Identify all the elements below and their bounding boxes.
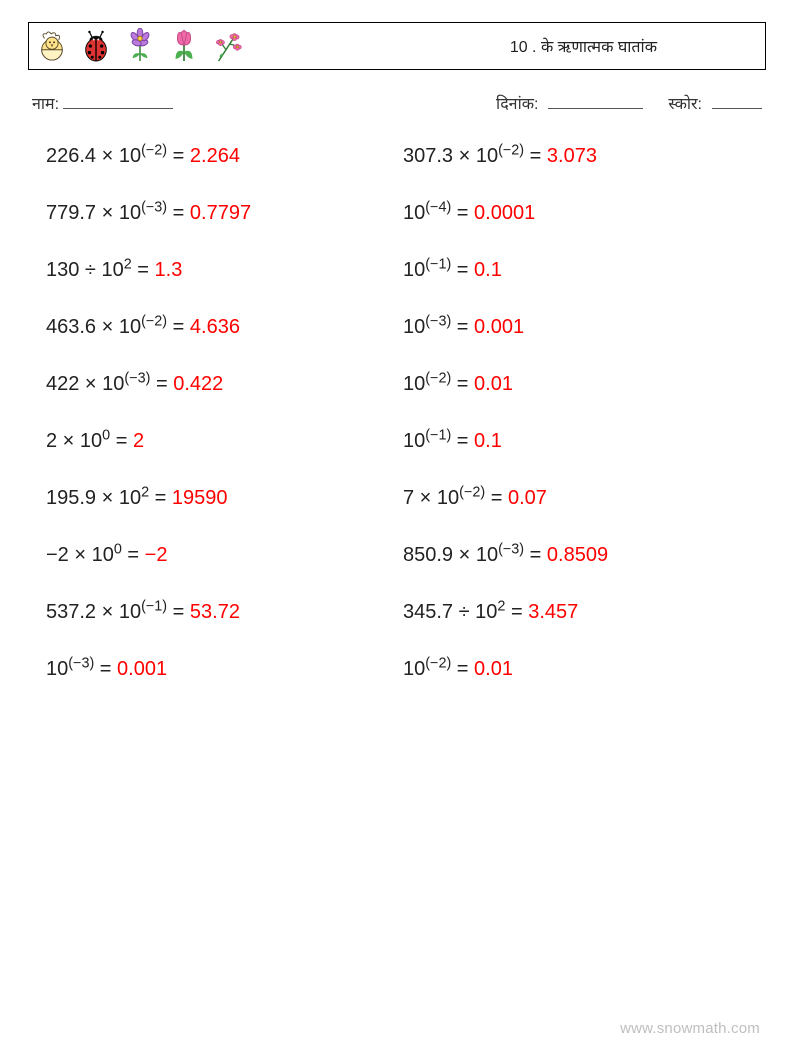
problem-expression: 10(−1) = (403, 430, 474, 452)
problem-answer: 1.3 (155, 259, 183, 281)
problem: 537.2 × 10(−1) = 53.72 (46, 600, 397, 624)
problem-expression: 345.7 ÷ 102 = (403, 601, 528, 623)
flowers-pink-icon (213, 28, 243, 64)
problems-grid: 226.4 × 10(−2) = 2.264307.3 × 10(−2) = 3… (28, 144, 766, 681)
problem-expression: 850.9 × 10(−3) = (403, 544, 547, 566)
problem-expression: 779.7 × 10(−3) = (46, 202, 190, 224)
problem: 850.9 × 10(−3) = 0.8509 (403, 543, 754, 567)
problem: 195.9 × 102 = 19590 (46, 486, 397, 510)
name-label: नाम: (32, 92, 59, 114)
problem-expression: 226.4 × 10(−2) = (46, 145, 190, 167)
problem: 10(−4) = 0.0001 (403, 201, 754, 225)
problem-expression: 195.9 × 102 = (46, 487, 172, 509)
date-blank[interactable] (548, 92, 643, 109)
meta-right: दिनांक: स्कोर: (496, 92, 762, 114)
problem-expression: −2 × 100 = (46, 544, 145, 566)
problem-answer: 0.01 (474, 373, 513, 395)
worksheet-page: 10 . के ऋणात्मक घातांक नाम: दिनांक: स्को… (0, 0, 794, 1053)
tulip-icon (169, 28, 199, 64)
footer-link[interactable]: www.snowmath.com (620, 1020, 760, 1037)
problem-answer: 3.073 (547, 145, 597, 167)
problem: 10(−3) = 0.001 (403, 315, 754, 339)
problem-answer: 2.264 (190, 145, 240, 167)
score-label: स्कोर: (668, 92, 702, 114)
problem-answer: 0.07 (508, 487, 547, 509)
problem-expression: 422 × 10(−3) = (46, 373, 173, 395)
problem-answer: 0.001 (474, 316, 524, 338)
problem-answer: 0.001 (117, 658, 167, 680)
problem-answer: 0.01 (474, 658, 513, 680)
problem: 130 ÷ 102 = 1.3 (46, 258, 397, 282)
problem: 226.4 × 10(−2) = 2.264 (46, 144, 397, 168)
problem-expression: 307.3 × 10(−2) = (403, 145, 547, 167)
problem-expression: 10(−1) = (403, 259, 474, 281)
problem-answer: 4.636 (190, 316, 240, 338)
problem-answer: 0.422 (173, 373, 223, 395)
problem-answer: 2 (133, 430, 144, 452)
problem-answer: 0.1 (474, 259, 502, 281)
problem-expression: 10(−3) = (403, 316, 474, 338)
chick-icon (37, 28, 67, 64)
problem: 10(−1) = 0.1 (403, 429, 754, 453)
problem-answer: 0.1 (474, 430, 502, 452)
problem-answer: 0.7797 (190, 202, 251, 224)
problem: 2 × 100 = 2 (46, 429, 397, 453)
problem: 307.3 × 10(−2) = 3.073 (403, 144, 754, 168)
problem: 779.7 × 10(−3) = 0.7797 (46, 201, 397, 225)
problem-expression: 2 × 100 = (46, 430, 133, 452)
score-blank[interactable] (712, 92, 762, 109)
date-label: दिनांक: (496, 92, 538, 114)
problem: 10(−1) = 0.1 (403, 258, 754, 282)
flower-purple-icon (125, 28, 155, 64)
problem-answer: 0.8509 (547, 544, 608, 566)
problem-answer: 0.0001 (474, 202, 535, 224)
meta-name: नाम: (32, 92, 173, 114)
problem-expression: 130 ÷ 102 = (46, 259, 155, 281)
problem: 10(−3) = 0.001 (46, 657, 397, 681)
problem-answer: −2 (145, 544, 168, 566)
problem-answer: 19590 (172, 487, 228, 509)
problem: 422 × 10(−3) = 0.422 (46, 372, 397, 396)
problem-expression: 10(−2) = (403, 373, 474, 395)
problem-expression: 463.6 × 10(−2) = (46, 316, 190, 338)
problem-expression: 10(−2) = (403, 658, 474, 680)
problem-expression: 10(−4) = (403, 202, 474, 224)
problem: −2 × 100 = −2 (46, 543, 397, 567)
header-icons (37, 23, 243, 69)
problem: 463.6 × 10(−2) = 4.636 (46, 315, 397, 339)
worksheet-title: 10 . के ऋणात्मक घातांक (510, 35, 657, 57)
problem: 345.7 ÷ 102 = 3.457 (403, 600, 754, 624)
problem: 7 × 10(−2) = 0.07 (403, 486, 754, 510)
problem-expression: 537.2 × 10(−1) = (46, 601, 190, 623)
problem: 10(−2) = 0.01 (403, 657, 754, 681)
problem-answer: 53.72 (190, 601, 240, 623)
problem-expression: 7 × 10(−2) = (403, 487, 508, 509)
name-blank[interactable] (63, 92, 173, 109)
header-box: 10 . के ऋणात्मक घातांक (28, 22, 766, 70)
ladybug-icon (81, 28, 111, 64)
problem-expression: 10(−3) = (46, 658, 117, 680)
problem-answer: 3.457 (528, 601, 578, 623)
problem: 10(−2) = 0.01 (403, 372, 754, 396)
meta-row: नाम: दिनांक: स्कोर: (28, 92, 766, 114)
